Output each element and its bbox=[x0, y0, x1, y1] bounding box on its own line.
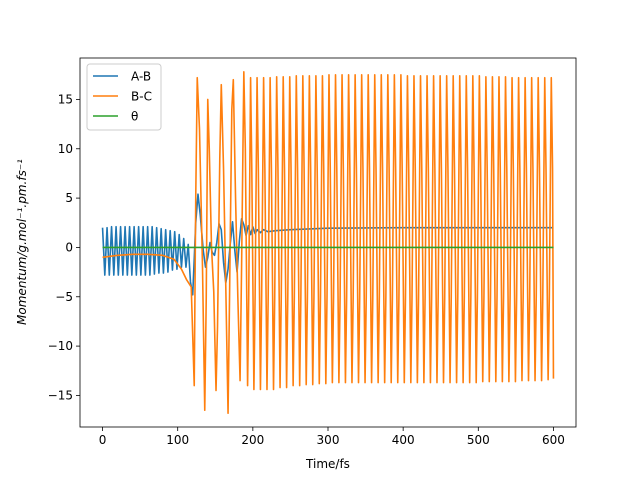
series-line-1 bbox=[102, 71, 555, 414]
y-tick-label: −5 bbox=[55, 290, 73, 304]
x-tick-label: 500 bbox=[467, 433, 490, 447]
x-tick-label: 200 bbox=[241, 433, 264, 447]
y-tick-label: 0 bbox=[65, 240, 73, 254]
x-axis-label: Time/fs bbox=[305, 457, 350, 471]
y-axis-ticks: −15 −10 −5 0 5 10 15 bbox=[48, 92, 80, 402]
x-tick-label: 600 bbox=[542, 433, 565, 447]
legend-label-1: B-C bbox=[131, 90, 152, 104]
legend-box bbox=[86, 63, 162, 131]
series-layer bbox=[101, 71, 555, 414]
y-axis-label: Momentum/g.mol⁻¹.pm.fs⁻¹ bbox=[15, 159, 29, 325]
x-tick-label: 300 bbox=[317, 433, 340, 447]
y-tick-label: 5 bbox=[65, 191, 73, 205]
legend-label-0: A-B bbox=[131, 70, 151, 84]
y-tick-label: −15 bbox=[48, 388, 73, 402]
x-tick-label: 100 bbox=[166, 433, 189, 447]
legend-label-2: θ bbox=[131, 110, 138, 124]
x-axis-ticks: 0 100 200 300 400 500 600 bbox=[99, 427, 565, 447]
legend: A-B B-C θ bbox=[86, 63, 162, 131]
y-tick-label: −10 bbox=[48, 339, 73, 353]
x-tick-label: 400 bbox=[392, 433, 415, 447]
y-tick-label: 15 bbox=[58, 92, 73, 106]
x-tick-label: 0 bbox=[99, 433, 107, 447]
y-tick-label: 10 bbox=[58, 142, 73, 156]
